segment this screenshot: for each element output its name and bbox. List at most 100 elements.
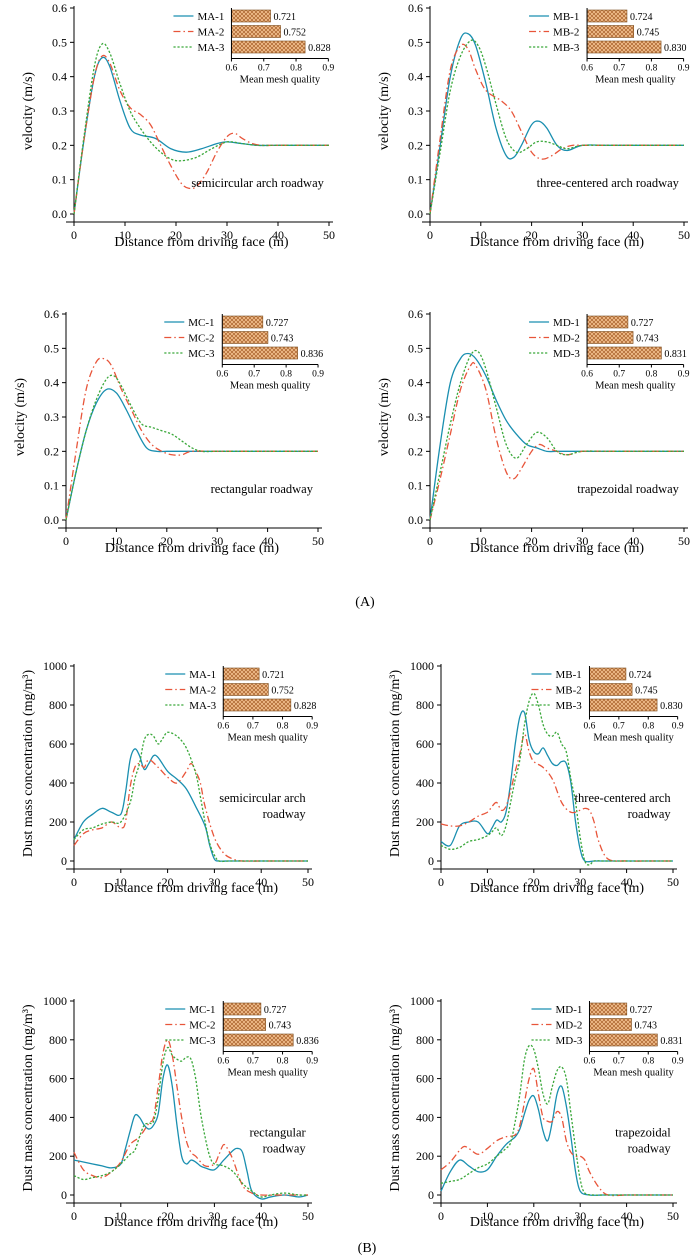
mesh-quality-bar-mb-1 — [586, 9, 628, 23]
mesh-quality-bar-mb-3 — [589, 698, 658, 712]
mesh-quality-value-ma-2: 0.752 — [284, 28, 307, 39]
mesh-quality-bar-md-2 — [589, 1018, 632, 1031]
y-tick-label: 0.3 — [52, 104, 67, 118]
inset-x-tick-label: 0.8 — [645, 370, 657, 380]
x-tick-label: 50 — [667, 875, 679, 889]
y-tick-label: 0.1 — [52, 173, 67, 187]
inset-x-tick-label: 0.6 — [581, 370, 593, 380]
y-axis-label: Dust mass concentration (mg/m³) — [388, 670, 403, 858]
x-tick-label: 10 — [481, 1209, 493, 1223]
legend-label-mb-1: MB-1 — [553, 11, 579, 23]
x-tick-label: 50 — [323, 228, 335, 242]
series-line-md-1 — [440, 1085, 673, 1196]
inset-x-tick-label: 0.8 — [642, 1057, 654, 1067]
mesh-quality-value-mc-3: 0.836 — [296, 1036, 319, 1047]
legend-label-ma-2: MA-2 — [197, 27, 224, 39]
mesh-quality-value-mc-1: 0.727 — [266, 318, 289, 329]
y-tick-label: 200 — [49, 815, 67, 829]
mesh-quality-bar-ma-1 — [222, 667, 260, 681]
mesh-quality-bar-ma-2 — [231, 25, 281, 38]
series-line-mc-3 — [65, 374, 318, 521]
x-tick-label: 40 — [621, 1209, 633, 1223]
mesh-quality-bar-mb-2 — [586, 25, 635, 38]
y-tick-label: 1000 — [410, 994, 434, 1008]
x-tick-label: 0 — [63, 534, 69, 548]
mesh-quality-value-mb-2: 0.745 — [637, 28, 660, 39]
x-tick-label: 20 — [526, 228, 538, 242]
x-tick-label: 30 — [574, 875, 586, 889]
chart-b-bottom-upper-left: 0 200 400 600 800 1000 0 10 20 30 40 50 Distance fro… — [21, 659, 318, 896]
chart-title: roadway — [628, 807, 672, 821]
x-tick-label: 50 — [302, 875, 314, 889]
x-tick-label: 10 — [481, 875, 493, 889]
x-tick-label: 50 — [667, 1209, 679, 1223]
y-tick-label: 0.1 — [408, 479, 423, 493]
y-tick-label: 800 — [49, 698, 67, 712]
x-tick-label: 10 — [475, 228, 487, 242]
series-line-mb-3 — [440, 692, 673, 866]
y-tick-label: 0 — [428, 1188, 434, 1202]
y-axis-label: velocity (m/s) — [377, 72, 392, 150]
legend-label-ma-1: MA-1 — [197, 11, 224, 23]
chart-title: roadway — [263, 807, 307, 821]
legend-label-mc-1: MC-1 — [188, 317, 214, 329]
chart-title: semicircular arch roadway — [191, 176, 324, 190]
panel-label-b: (B) — [358, 1241, 377, 1256]
y-tick-label: 0.0 — [408, 513, 423, 527]
mesh-quality-value-mb-3: 0.830 — [660, 701, 683, 712]
inset-x-tick-label: 0.6 — [217, 1057, 229, 1067]
inset-x-tick-label: 0.9 — [306, 722, 318, 732]
x-axis-label: Distance from driving face (m) — [104, 1215, 278, 1230]
x-tick-label: 40 — [627, 228, 639, 242]
y-tick-label: 0.0 — [52, 207, 67, 221]
mesh-quality-value-mc-1: 0.727 — [264, 1005, 287, 1016]
series-line-mb-1 — [440, 710, 673, 863]
mesh-quality-value-ma-2: 0.752 — [271, 686, 294, 697]
y-tick-label: 800 — [416, 698, 434, 712]
x-tick-label: 40 — [255, 875, 267, 889]
inset-x-tick-label: 0.7 — [248, 370, 260, 380]
mesh-quality-bar-ma-3 — [222, 698, 292, 712]
chart-b-bottom-upper-right: 0 200 400 600 800 1000 0 10 20 30 40 50 Distance fro… — [388, 659, 684, 896]
legend-label-mb-2: MB-2 — [555, 685, 581, 697]
legend-label-mb-3: MB-3 — [553, 42, 580, 54]
x-tick-label: 10 — [110, 534, 122, 548]
x-tick-label: 10 — [475, 534, 487, 548]
mesh-quality-bar-mc-3 — [222, 1033, 294, 1047]
legend-label-md-1: MD-1 — [553, 317, 580, 329]
mesh-quality-value-md-1: 0.727 — [631, 318, 654, 329]
chart-title: trapezoidal roadway — [577, 482, 679, 496]
y-tick-label: 1000 — [410, 659, 434, 673]
inset-x-axis-label: Mean mesh quality — [230, 381, 311, 392]
legend-label-md-3: MD-3 — [555, 1035, 582, 1047]
inset-x-tick-label: 0.6 — [216, 370, 228, 380]
x-tick-label: 20 — [162, 875, 174, 889]
inset-x-tick-label: 0.9 — [672, 1057, 684, 1067]
y-tick-label: 400 — [49, 1110, 67, 1124]
x-tick-label: 40 — [621, 875, 633, 889]
y-tick-label: 600 — [416, 1072, 434, 1086]
inset-x-tick-label: 0.8 — [277, 1057, 289, 1067]
inset-x-tick-label: 0.9 — [306, 1057, 318, 1067]
y-tick-label: 800 — [49, 1033, 67, 1047]
series-line-ma-3 — [73, 731, 308, 863]
inset-x-axis-label: Mean mesh quality — [227, 1068, 308, 1079]
y-tick-label: 0.3 — [44, 410, 59, 424]
x-tick-label: 40 — [262, 534, 274, 548]
inset-x-tick-label: 0.9 — [678, 64, 690, 74]
y-tick-label: 200 — [416, 815, 434, 829]
inset-x-tick-label: 0.6 — [584, 722, 596, 732]
x-axis-label: Distance from driving face (m) — [104, 881, 278, 896]
chart-title: roadway — [263, 1141, 307, 1155]
y-tick-label: 0.2 — [408, 138, 423, 152]
y-tick-label: 400 — [416, 1110, 434, 1124]
chart-title: roadway — [628, 1141, 672, 1155]
chart-a-middle-right: 0.0 0.1 0.2 0.3 0.4 0.5 0.6 0 10 20 30 40 50 Distance… — [377, 307, 690, 556]
y-tick-label: 0.3 — [408, 104, 423, 118]
series-line-ma-3 — [73, 42, 329, 215]
chart-title: rectangular roadway — [211, 482, 314, 496]
inset-x-tick-label: 0.8 — [645, 64, 657, 74]
y-tick-label: 0.3 — [408, 410, 423, 424]
inset-x-axis-label: Mean mesh quality — [593, 733, 674, 744]
